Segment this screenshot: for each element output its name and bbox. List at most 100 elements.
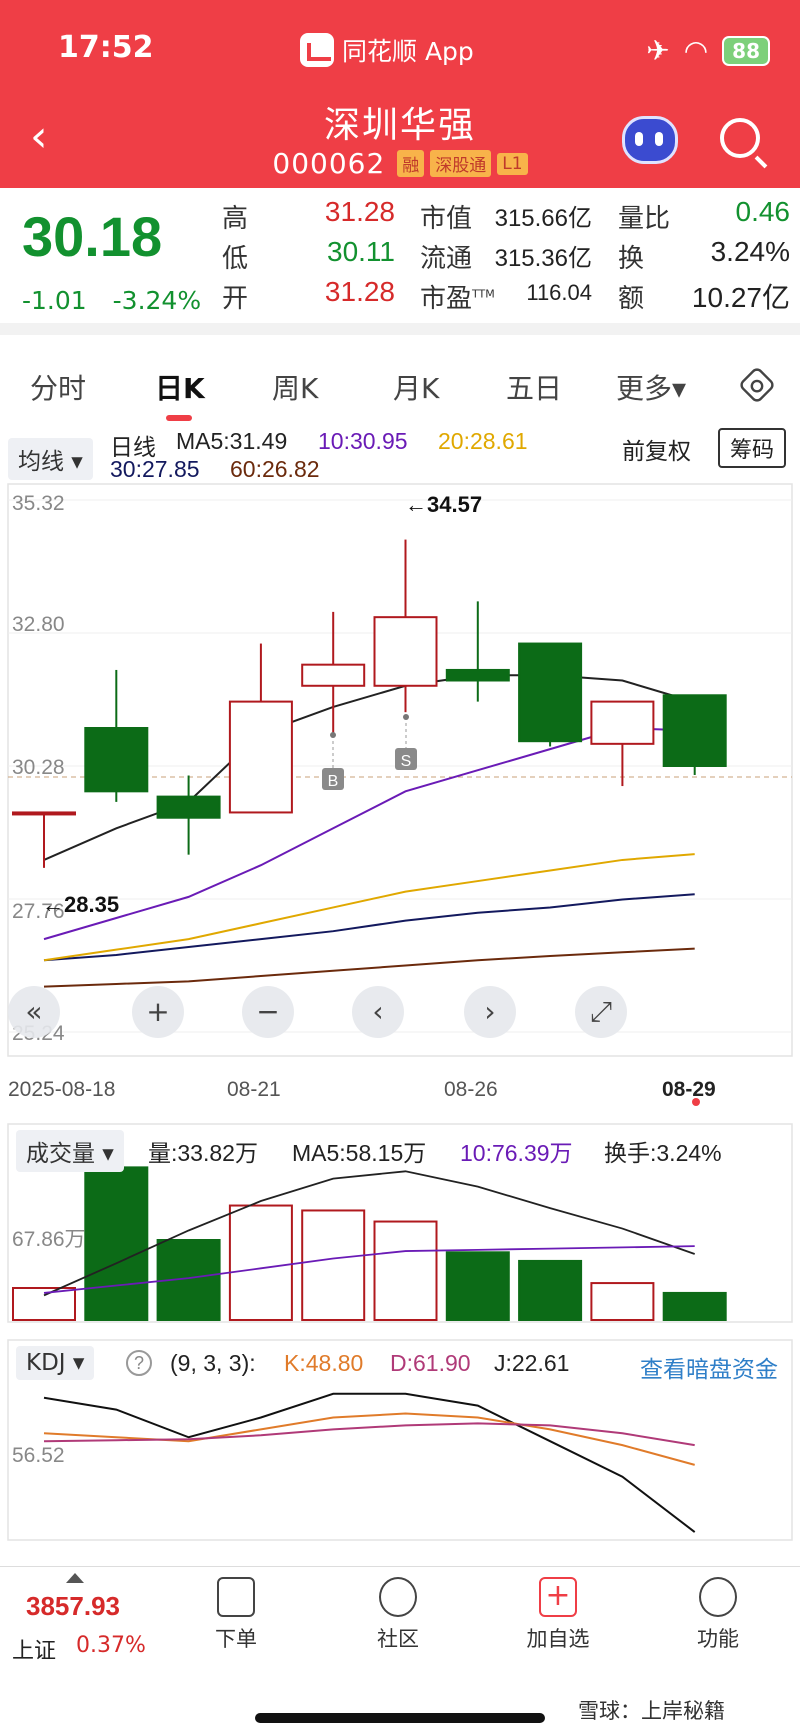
watermark: 雪球：上岸秘籍 xyxy=(578,1699,725,1723)
ma5-legend: MA5:31.49 xyxy=(176,428,288,454)
tag-connect[interactable]: 深股通 xyxy=(430,150,492,177)
index-pct: 0.37% xyxy=(76,1633,146,1658)
candle-body-9 xyxy=(662,694,727,767)
x-label-end: 08-29 xyxy=(662,1078,716,1101)
community-button[interactable]: 社区 xyxy=(338,1577,458,1653)
candle-body-2 xyxy=(156,795,221,819)
search-icon[interactable] xyxy=(720,118,760,158)
volume-bar-6 xyxy=(445,1251,510,1322)
home-indicator[interactable] xyxy=(255,1713,545,1723)
candle-9 xyxy=(662,694,727,775)
tag-level[interactable]: L1 xyxy=(497,152,528,175)
bottom-bar: 3857.93 上证 0.37% 下单 社区 + 加自选 功能 雪球：上岸秘籍 xyxy=(0,1566,800,1732)
float-cap-value: 315.36亿 xyxy=(494,245,592,272)
amount-value: 10.27亿 xyxy=(691,282,790,313)
app-name-label: 同花顺 App xyxy=(342,37,474,66)
ma5-line xyxy=(43,674,695,861)
volume-value: 量:33.82万 xyxy=(148,1140,258,1166)
market-cap-value: 315.66亿 xyxy=(494,205,592,232)
candle-5 xyxy=(373,539,438,713)
buy-mark: B xyxy=(322,732,344,790)
order-button[interactable]: 下单 xyxy=(176,1577,296,1653)
kline-frame xyxy=(7,483,793,1057)
ma10-line xyxy=(43,726,695,941)
open-value: 31.28 xyxy=(324,276,395,307)
scroll-left-button[interactable]: ‹ xyxy=(352,986,404,1038)
adjust-mode[interactable]: 前复权 xyxy=(622,438,691,464)
index-value[interactable]: 3857.93 xyxy=(26,1591,120,1621)
kdj-d-line xyxy=(43,1422,695,1447)
ma20-line xyxy=(43,853,695,962)
candle-8 xyxy=(590,700,655,787)
ma20-legend: 20:28.61 xyxy=(438,428,528,454)
stock-code-row: 000062 融 深股通 L1 xyxy=(0,147,800,180)
volume-bars xyxy=(12,1166,727,1322)
fullscreen-button[interactable]: ⤢ xyxy=(575,986,627,1038)
indicator-selector[interactable]: 均线 ▾ xyxy=(8,438,93,480)
low-value: 30.11 xyxy=(327,236,395,267)
assistant-robot-icon[interactable] xyxy=(622,116,678,164)
volume-bar-8 xyxy=(590,1282,655,1321)
candle-7 xyxy=(518,642,583,747)
status-time: 17:52 xyxy=(58,30,154,65)
change-pct: -3.24% xyxy=(112,286,202,315)
zoom-in-button[interactable]: + xyxy=(132,986,184,1038)
kline-ma-lines xyxy=(43,674,695,988)
tag-margin[interactable]: 融 xyxy=(397,150,425,177)
candle-4 xyxy=(301,611,366,734)
kdj-frame xyxy=(7,1339,793,1541)
candle-body-4 xyxy=(301,663,366,687)
functions-button[interactable]: 功能 xyxy=(658,1577,778,1653)
kdj-selector[interactable]: KDJ ▾ xyxy=(16,1346,95,1380)
low-label: 低 xyxy=(222,244,249,274)
volume-ma10: 10:76.39万 xyxy=(460,1140,573,1166)
back-button[interactable]: ‹ xyxy=(30,111,48,162)
candle-body-3 xyxy=(228,700,293,814)
volume-selector[interactable]: 成交量 ▾ xyxy=(16,1130,124,1172)
x-label-3: 08-26 xyxy=(444,1078,498,1101)
battery-icon: 88 xyxy=(722,35,770,66)
functions-label: 功能 xyxy=(697,1627,739,1651)
pe-value: 116.04 xyxy=(526,280,592,305)
open-label: 开 xyxy=(222,284,249,314)
tab-intraday[interactable]: 分时 xyxy=(30,372,87,405)
y-label-2: 32.80 xyxy=(12,613,65,636)
scroll-right-button[interactable]: › xyxy=(464,986,516,1038)
buy-mark-label: B xyxy=(328,773,339,790)
volume-bar-7 xyxy=(518,1259,583,1322)
dark-pool-link[interactable]: 查看暗盘资金 xyxy=(640,1356,778,1382)
chips-button[interactable]: 筹码 xyxy=(718,428,787,468)
candle-body-0 xyxy=(12,811,76,816)
stock-code: 000062 xyxy=(272,147,386,180)
add-watchlist-button[interactable]: + 加自选 xyxy=(498,1577,618,1653)
order-label: 下单 xyxy=(215,1627,257,1651)
volume-frame xyxy=(7,1123,793,1323)
y-label-3: 30.28 xyxy=(12,756,65,779)
volume-ma5-line xyxy=(43,1170,695,1297)
tab-monthly-k[interactable]: 月K xyxy=(393,372,440,405)
volume-ma-lines xyxy=(43,1170,695,1297)
volume-bar-5 xyxy=(373,1220,438,1321)
status-icons: ✈ ◠ 88 xyxy=(646,34,770,67)
line-label: 日线 xyxy=(110,434,156,460)
y-label-1: 35.32 xyxy=(12,492,65,515)
volume-y-label: 67.86万 xyxy=(12,1228,86,1251)
tab-more[interactable]: 更多▾ xyxy=(616,372,687,405)
volume-bar-3 xyxy=(228,1204,293,1321)
tab-five-day[interactable]: 五日 xyxy=(506,372,563,405)
turnover-label: 换 xyxy=(618,244,645,274)
scroll-start-button[interactable]: « xyxy=(8,986,60,1038)
help-icon[interactable]: ? xyxy=(126,1350,152,1376)
tab-weekly-k[interactable]: 周K xyxy=(272,372,319,405)
volume-ma10-line xyxy=(43,1245,695,1294)
wifi-icon: ◠ xyxy=(683,34,709,67)
x-label-start: 2025-08-18 xyxy=(8,1078,115,1101)
volume-turnover: 换手:3.24% xyxy=(604,1140,722,1166)
tab-daily-k[interactable]: 日K xyxy=(155,372,205,405)
caret-up-icon[interactable] xyxy=(66,1573,84,1583)
candle-body-7 xyxy=(518,642,583,743)
ma30-legend: 30:27.85 xyxy=(110,456,200,482)
kdj-y-label: 56.52 xyxy=(12,1444,65,1467)
zoom-out-button[interactable]: − xyxy=(242,986,294,1038)
period-tabs: 分时 日K 周K 月K 五日 更多▾ xyxy=(0,335,800,421)
